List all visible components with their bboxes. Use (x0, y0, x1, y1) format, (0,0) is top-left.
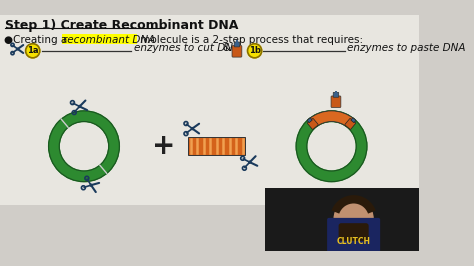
FancyBboxPatch shape (331, 96, 341, 107)
FancyBboxPatch shape (307, 118, 312, 123)
FancyBboxPatch shape (236, 40, 238, 43)
Text: CLUTCH: CLUTCH (337, 237, 371, 246)
Wedge shape (309, 111, 354, 127)
FancyBboxPatch shape (345, 118, 356, 129)
Circle shape (191, 128, 193, 130)
Circle shape (249, 161, 251, 163)
FancyBboxPatch shape (338, 223, 369, 241)
FancyBboxPatch shape (307, 118, 318, 129)
Text: recombinant DNA: recombinant DNA (63, 35, 155, 45)
Text: +: + (152, 132, 175, 160)
Text: 1b: 1b (249, 46, 261, 55)
FancyBboxPatch shape (351, 118, 356, 123)
Text: enzymes to cut DNA: enzymes to cut DNA (135, 43, 240, 53)
FancyBboxPatch shape (234, 42, 240, 47)
Text: molecule is a 2-step process that requires:: molecule is a 2-step process that requir… (137, 35, 363, 45)
FancyBboxPatch shape (333, 92, 339, 97)
Text: &: & (223, 43, 231, 53)
Circle shape (17, 48, 18, 50)
FancyBboxPatch shape (0, 15, 419, 206)
Circle shape (90, 184, 92, 186)
FancyBboxPatch shape (188, 138, 246, 155)
Circle shape (247, 44, 262, 58)
Text: enzymes to paste DNA: enzymes to paste DNA (347, 43, 466, 53)
FancyBboxPatch shape (62, 34, 137, 44)
Circle shape (334, 199, 373, 238)
FancyBboxPatch shape (327, 218, 380, 252)
Circle shape (79, 106, 81, 107)
Text: 1a: 1a (27, 46, 38, 55)
FancyBboxPatch shape (265, 188, 419, 251)
FancyBboxPatch shape (232, 45, 242, 57)
FancyBboxPatch shape (335, 91, 337, 93)
Text: Step 1) Create Recombinant DNA: Step 1) Create Recombinant DNA (5, 19, 239, 32)
Text: ●Creating a: ●Creating a (4, 35, 71, 45)
Circle shape (26, 44, 40, 58)
